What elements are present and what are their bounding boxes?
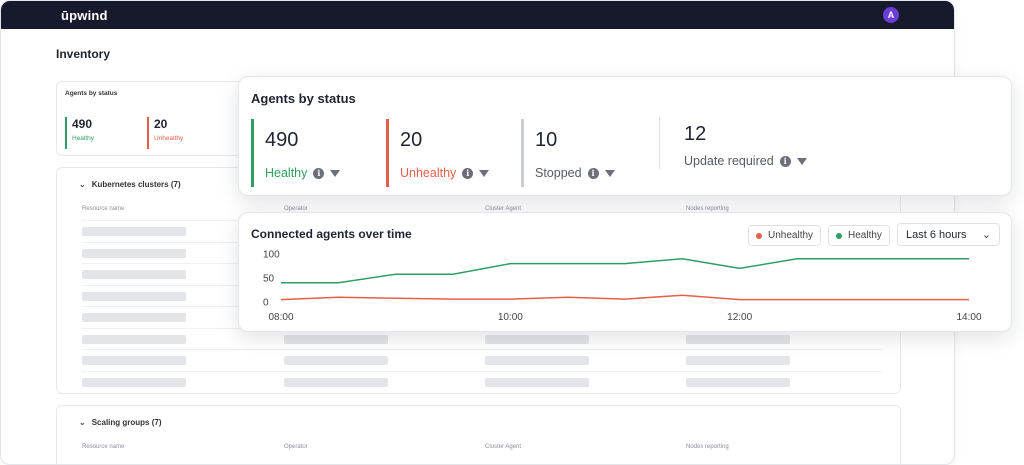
chevron-down-icon: ⌄ <box>981 229 991 241</box>
series-line-unhealthy <box>280 294 969 301</box>
x-tick-label: 08:00 <box>268 312 293 323</box>
card-title: Agents by status <box>251 91 356 106</box>
table-row[interactable] <box>82 370 882 393</box>
background-agents-summary: Agents by status 490 Healthy 20 Unhealth… <box>56 81 256 156</box>
stat-value: 20 <box>400 129 423 151</box>
stat-value: 12 <box>684 123 707 145</box>
stat-label: Stopped <box>535 166 582 180</box>
stat-value: 490 <box>265 129 299 151</box>
skeleton-placeholder <box>82 291 186 301</box>
x-tick-label: 12:00 <box>727 312 752 323</box>
y-tick-label: 100 <box>263 250 280 261</box>
table-header: Resource name Operator Cluster Agent Nod… <box>82 444 882 454</box>
stat-label: Update required <box>684 154 774 168</box>
info-icon[interactable]: i <box>779 155 791 167</box>
background-stat-unhealthy: 20 Unhealthy <box>147 117 183 149</box>
page-title: Inventory <box>56 47 111 61</box>
agents-by-status-card: Agents by status 490 Healthy i 20 Unheal… <box>238 76 1012 196</box>
section-title-label: Scaling groups (7) <box>91 418 162 427</box>
y-tick-label: 0 <box>263 298 269 309</box>
background-stat-label: Unhealthy <box>154 135 184 142</box>
legend-healthy[interactable]: Healthy <box>828 225 890 246</box>
skeleton-placeholder <box>686 356 790 365</box>
x-tick-label: 10:00 <box>498 312 523 323</box>
series-line-healthy <box>281 258 969 284</box>
time-range-select[interactable]: Last 6 hours ⌄ <box>897 223 1000 246</box>
column-cluster-agent: Cluster Agent <box>485 206 522 212</box>
user-avatar[interactable]: A <box>883 7 899 23</box>
skeleton-placeholder <box>485 377 589 387</box>
card-title: Connected agents over time <box>251 227 412 241</box>
background-stat-value: 20 <box>154 117 168 131</box>
time-range-value: Last 6 hours <box>906 228 967 241</box>
skeleton-placeholder <box>284 334 388 344</box>
skeleton-placeholder <box>686 334 790 344</box>
stat-value: 10 <box>535 129 558 151</box>
filter-icon[interactable] <box>604 169 615 177</box>
section-title-label: Kubernetes clusters (7) <box>91 180 181 189</box>
chevron-down-icon[interactable]: ⌄ <box>79 418 86 427</box>
background-stat-value: 490 <box>72 117 93 131</box>
dot-icon <box>836 232 842 239</box>
skeleton-placeholder <box>485 356 589 365</box>
column-operator: Operator <box>284 206 308 212</box>
skeleton-placeholder <box>82 377 186 387</box>
x-tick-label: 14:00 <box>956 312 981 323</box>
skeleton-placeholder <box>82 356 186 365</box>
section-title[interactable]: ⌄ Kubernetes clusters (7) <box>79 180 181 189</box>
legend-label: Unhealthy <box>768 230 814 241</box>
skeleton-placeholder <box>82 227 186 236</box>
stat-healthy[interactable]: 490 Healthy i <box>251 119 341 187</box>
skeleton-placeholder <box>82 248 186 258</box>
stat-unhealthy[interactable]: 20 Unhealthy i <box>386 119 490 187</box>
stat-divider <box>659 117 660 169</box>
column-resource-name: Resource name <box>82 206 125 212</box>
table-header: Resource name Operator Cluster Agent Nod… <box>82 206 882 216</box>
y-tick-label: 50 <box>263 274 275 285</box>
skeleton-placeholder <box>82 334 186 344</box>
legend-label: Healthy <box>848 230 882 241</box>
column-nodes-reporting: Nodes reporting <box>686 444 729 450</box>
skeleton-placeholder <box>686 377 790 387</box>
legend-unhealthy[interactable]: Unhealthy <box>748 225 822 246</box>
connected-agents-card: Connected agents over time Unhealthy Hea… <box>238 212 1012 332</box>
filter-icon[interactable] <box>330 169 341 177</box>
column-nodes-reporting: Nodes reporting <box>686 206 729 212</box>
skeleton-placeholder <box>82 270 186 279</box>
stat-stopped[interactable]: 10 Stopped i <box>521 119 615 187</box>
skeleton-placeholder <box>284 356 388 365</box>
column-cluster-agent: Cluster Agent <box>485 444 522 450</box>
stat-label: Healthy <box>265 166 308 180</box>
table-row[interactable] <box>82 349 882 371</box>
background-summary-title: Agents by status <box>65 90 118 97</box>
stat-update-required[interactable]: 12 Update required i <box>673 113 807 181</box>
info-icon[interactable]: i <box>587 167 599 179</box>
column-operator: Operator <box>284 444 308 450</box>
scaling-groups-section: ⌄ Scaling groups (7) Resource name Operat… <box>56 405 901 464</box>
section-title[interactable]: ⌄ Scaling groups (7) <box>79 418 162 427</box>
dot-icon <box>756 232 762 239</box>
filter-icon[interactable] <box>796 157 807 165</box>
background-stat-healthy: 490 Healthy <box>65 117 94 149</box>
skeleton-placeholder <box>284 377 388 387</box>
info-icon[interactable]: i <box>462 167 474 179</box>
chevron-down-icon[interactable]: ⌄ <box>79 180 86 189</box>
connected-agents-chart: 0 50 100 08:00 10:00 12:00 14:00 <box>263 250 982 324</box>
background-stat-label: Healthy <box>72 135 95 142</box>
top-bar: ūpwind A <box>1 1 954 29</box>
column-resource-name: Resource name <box>82 444 125 450</box>
skeleton-placeholder <box>82 313 186 322</box>
info-icon[interactable]: i <box>313 167 325 179</box>
upwind-logo[interactable]: ūpwind <box>61 7 108 23</box>
skeleton-placeholder <box>485 334 589 344</box>
filter-icon[interactable] <box>479 169 490 177</box>
stat-label: Unhealthy <box>400 166 457 180</box>
